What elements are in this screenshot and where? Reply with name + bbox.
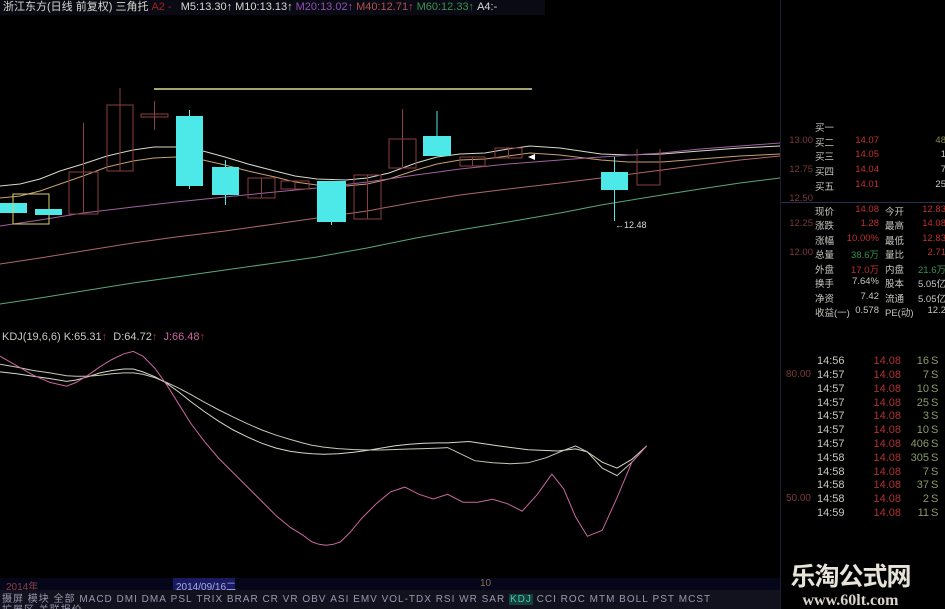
svg-text:←12.48: ←12.48 [615, 220, 647, 230]
